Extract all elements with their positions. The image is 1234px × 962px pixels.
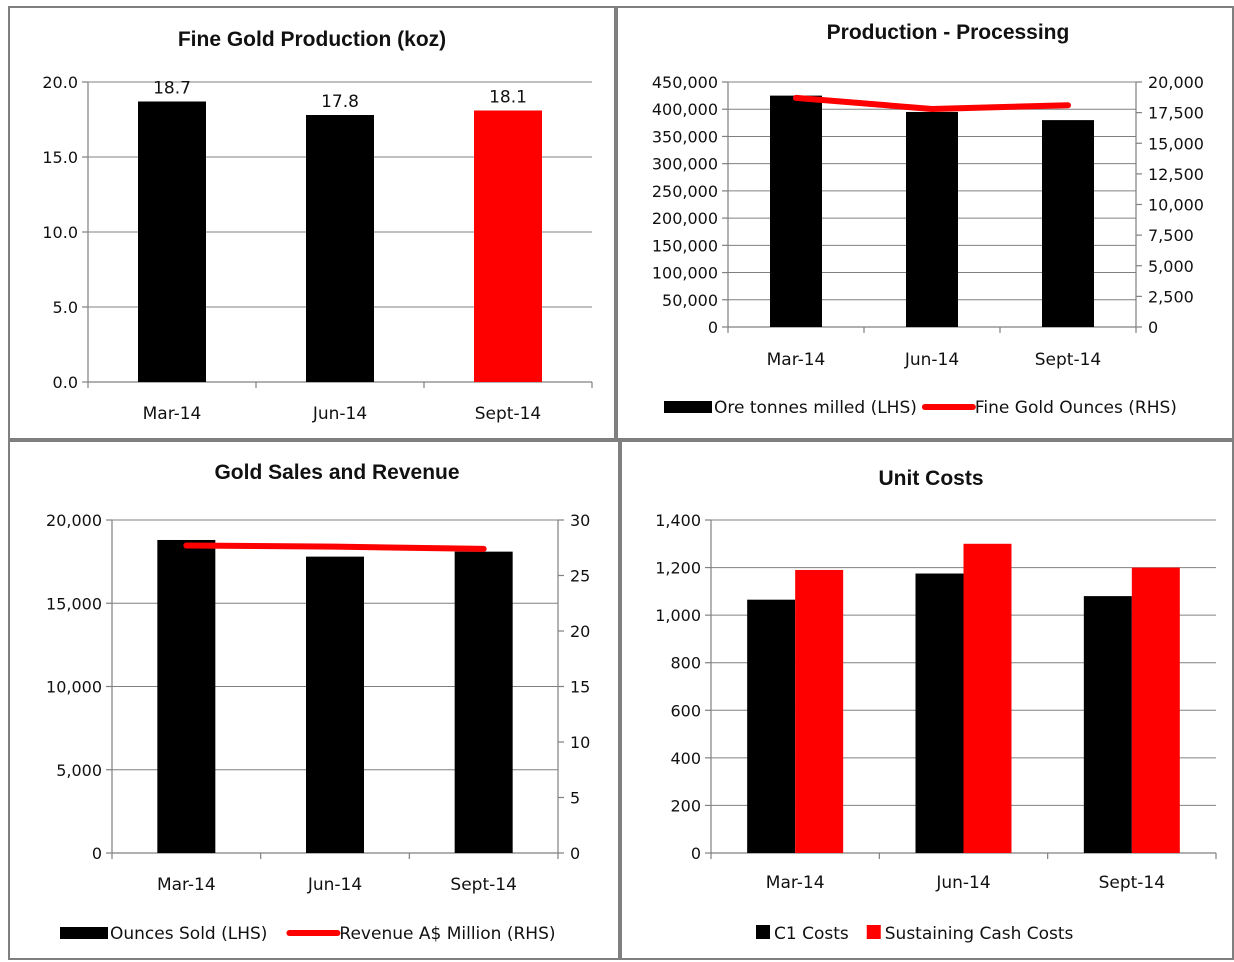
- legend-label: Fine Gold Ounces (RHS): [975, 398, 1177, 418]
- y-right-tick-label: 20,000: [1148, 73, 1204, 92]
- y-tick-label: 0: [92, 844, 102, 863]
- bar: [770, 95, 822, 327]
- y-tick-label: 1,000: [655, 606, 701, 625]
- bar: [906, 111, 958, 327]
- x-tick-label: Mar-14: [767, 350, 826, 370]
- bar: [157, 539, 216, 853]
- y-tick-label: 0.0: [53, 373, 78, 392]
- y-right-tick-label: 15: [570, 678, 590, 697]
- y-right-tick-label: 5,000: [1148, 257, 1194, 276]
- y-tick-label: 50,000: [662, 291, 718, 310]
- bar: [138, 101, 206, 382]
- y-tick-label: 300,000: [652, 155, 718, 174]
- y-tick-label: 100,000: [652, 264, 718, 283]
- y-tick-label: 0: [708, 318, 718, 337]
- x-tick-label: Mar-14: [766, 873, 825, 893]
- y-tick-label: 400: [670, 749, 701, 768]
- y-right-tick-label: 30: [570, 511, 590, 530]
- chart-title: Production - Processing: [827, 21, 1070, 44]
- unit-costs-chart: Unit Costs 0 200 400 600 800 1,000 1,200 1,400 M…: [655, 467, 1217, 944]
- y-right-tick-label: 10: [570, 733, 590, 752]
- production-processing-chart: Production - Processing 0 50,000 100,000 15…: [652, 21, 1204, 418]
- x-tick-label: Sept-14: [1099, 873, 1165, 893]
- bar: [306, 115, 374, 382]
- x-tick-label: Mar-14: [143, 404, 202, 424]
- data-label: 18.1: [489, 88, 527, 108]
- legend-label: Revenue A$ Million (RHS): [339, 924, 555, 944]
- y-tick-label: 20,000: [46, 511, 102, 530]
- chart-panel-production-processing: Production - Processing 0 50,000 100,000 15…: [616, 6, 1234, 440]
- y-right-tick-label: 20: [570, 622, 590, 641]
- y-right-tick-label: 5: [570, 789, 580, 808]
- y-tick-label: 10,000: [46, 678, 102, 697]
- bar: [474, 110, 542, 382]
- chart-panel-unit-costs: Unit Costs 0 200 400 600 800 1,000 1,200 1,400 M…: [620, 440, 1234, 960]
- y-tick-label: 15,000: [46, 594, 102, 613]
- legend-label: Sustaining Cash Costs: [885, 924, 1074, 944]
- y-tick-label: 5.0: [53, 298, 78, 317]
- legend-label: Ounces Sold (LHS): [110, 924, 267, 944]
- y-tick-label: 1,400: [655, 511, 701, 530]
- chart-panel-gold-sales-revenue: Gold Sales and Revenue 0 5,000 10,000 15,00…: [8, 440, 620, 960]
- bar: [915, 573, 964, 853]
- chart-title: Gold Sales and Revenue: [214, 461, 459, 484]
- y-tick-label: 15.0: [42, 148, 78, 167]
- x-tick-label: Sept-14: [1035, 350, 1101, 370]
- chart-title: Fine Gold Production (koz): [178, 28, 446, 51]
- data-label: 17.8: [321, 92, 359, 112]
- y-right-tick-label: 0: [570, 844, 580, 863]
- bar: [963, 543, 1012, 853]
- legend-label: C1 Costs: [774, 924, 849, 944]
- y-tick-label: 600: [670, 701, 701, 720]
- y-tick-label: 150,000: [652, 236, 718, 255]
- y-right-tick-label: 17,500: [1148, 104, 1204, 123]
- legend-swatch: [866, 925, 881, 939]
- bar: [1131, 567, 1180, 853]
- legend-swatch: [756, 925, 770, 939]
- y-tick-label: 400,000: [652, 100, 718, 119]
- series-line: [793, 94, 1071, 112]
- y-right-tick-label: 12,500: [1148, 165, 1204, 184]
- y-right-tick-label: 0: [1148, 318, 1158, 337]
- y-tick-label: 10.0: [42, 223, 78, 242]
- x-tick-label: Sept-14: [450, 875, 516, 895]
- bar: [795, 569, 844, 853]
- y-tick-label: 5,000: [56, 761, 102, 780]
- gold-sales-revenue-chart: Gold Sales and Revenue 0 5,000 10,000 15,00…: [46, 461, 590, 944]
- x-tick-label: Jun-14: [904, 350, 959, 370]
- y-right-tick-label: 7,500: [1148, 226, 1194, 245]
- x-tick-label: Jun-14: [307, 875, 362, 895]
- y-tick-label: 200,000: [652, 209, 718, 228]
- y-right-tick-label: 10,000: [1148, 196, 1204, 215]
- x-tick-label: Jun-14: [312, 404, 367, 424]
- y-tick-label: 250,000: [652, 182, 718, 201]
- x-tick-label: Sept-14: [475, 404, 541, 424]
- y-tick-label: 450,000: [652, 73, 718, 92]
- x-tick-label: Jun-14: [935, 873, 990, 893]
- legend-label: Ore tonnes milled (LHS): [714, 398, 917, 418]
- y-tick-label: 20.0: [42, 73, 78, 92]
- y-right-tick-label: 15,000: [1148, 134, 1204, 153]
- y-tick-label: 800: [670, 654, 701, 673]
- y-tick-label: 1,200: [655, 559, 701, 578]
- x-tick-label: Mar-14: [157, 875, 216, 895]
- legend-swatch: [664, 401, 712, 413]
- data-label: 18.7: [153, 79, 191, 99]
- series-line: [183, 542, 487, 552]
- y-tick-label: 0: [691, 844, 701, 863]
- y-right-tick-label: 25: [570, 567, 590, 586]
- fine-gold-production-chart: Fine Gold Production (koz) 0.0 5.0 10.0 15.…: [42, 28, 593, 424]
- y-right-tick-label: 2,500: [1148, 287, 1194, 306]
- chart-title: Unit Costs: [879, 467, 984, 490]
- bar: [1042, 120, 1094, 327]
- legend-swatch: [60, 927, 108, 939]
- bar: [1083, 596, 1132, 853]
- chart-panel-fine-gold-production: Fine Gold Production (koz) 0.0 5.0 10.0 15.…: [8, 6, 616, 440]
- y-tick-label: 350,000: [652, 127, 718, 146]
- y-tick-label: 200: [670, 796, 701, 815]
- bar: [306, 556, 364, 853]
- bar: [454, 551, 513, 853]
- bar: [747, 599, 796, 853]
